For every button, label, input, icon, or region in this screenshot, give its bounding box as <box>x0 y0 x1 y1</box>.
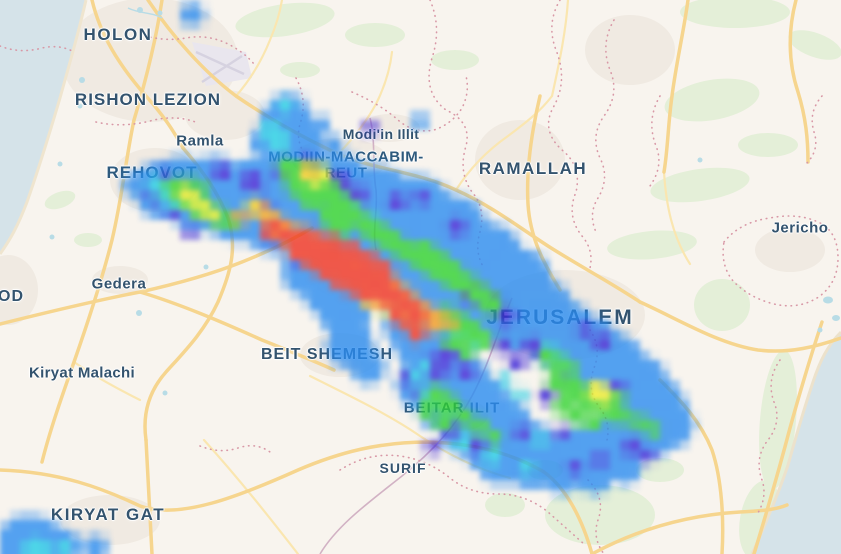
map-base <box>0 0 841 554</box>
map-viewport[interactable]: HOLON RISHON LEZION Ramla Modi'in Illit MODI… <box>0 0 841 554</box>
